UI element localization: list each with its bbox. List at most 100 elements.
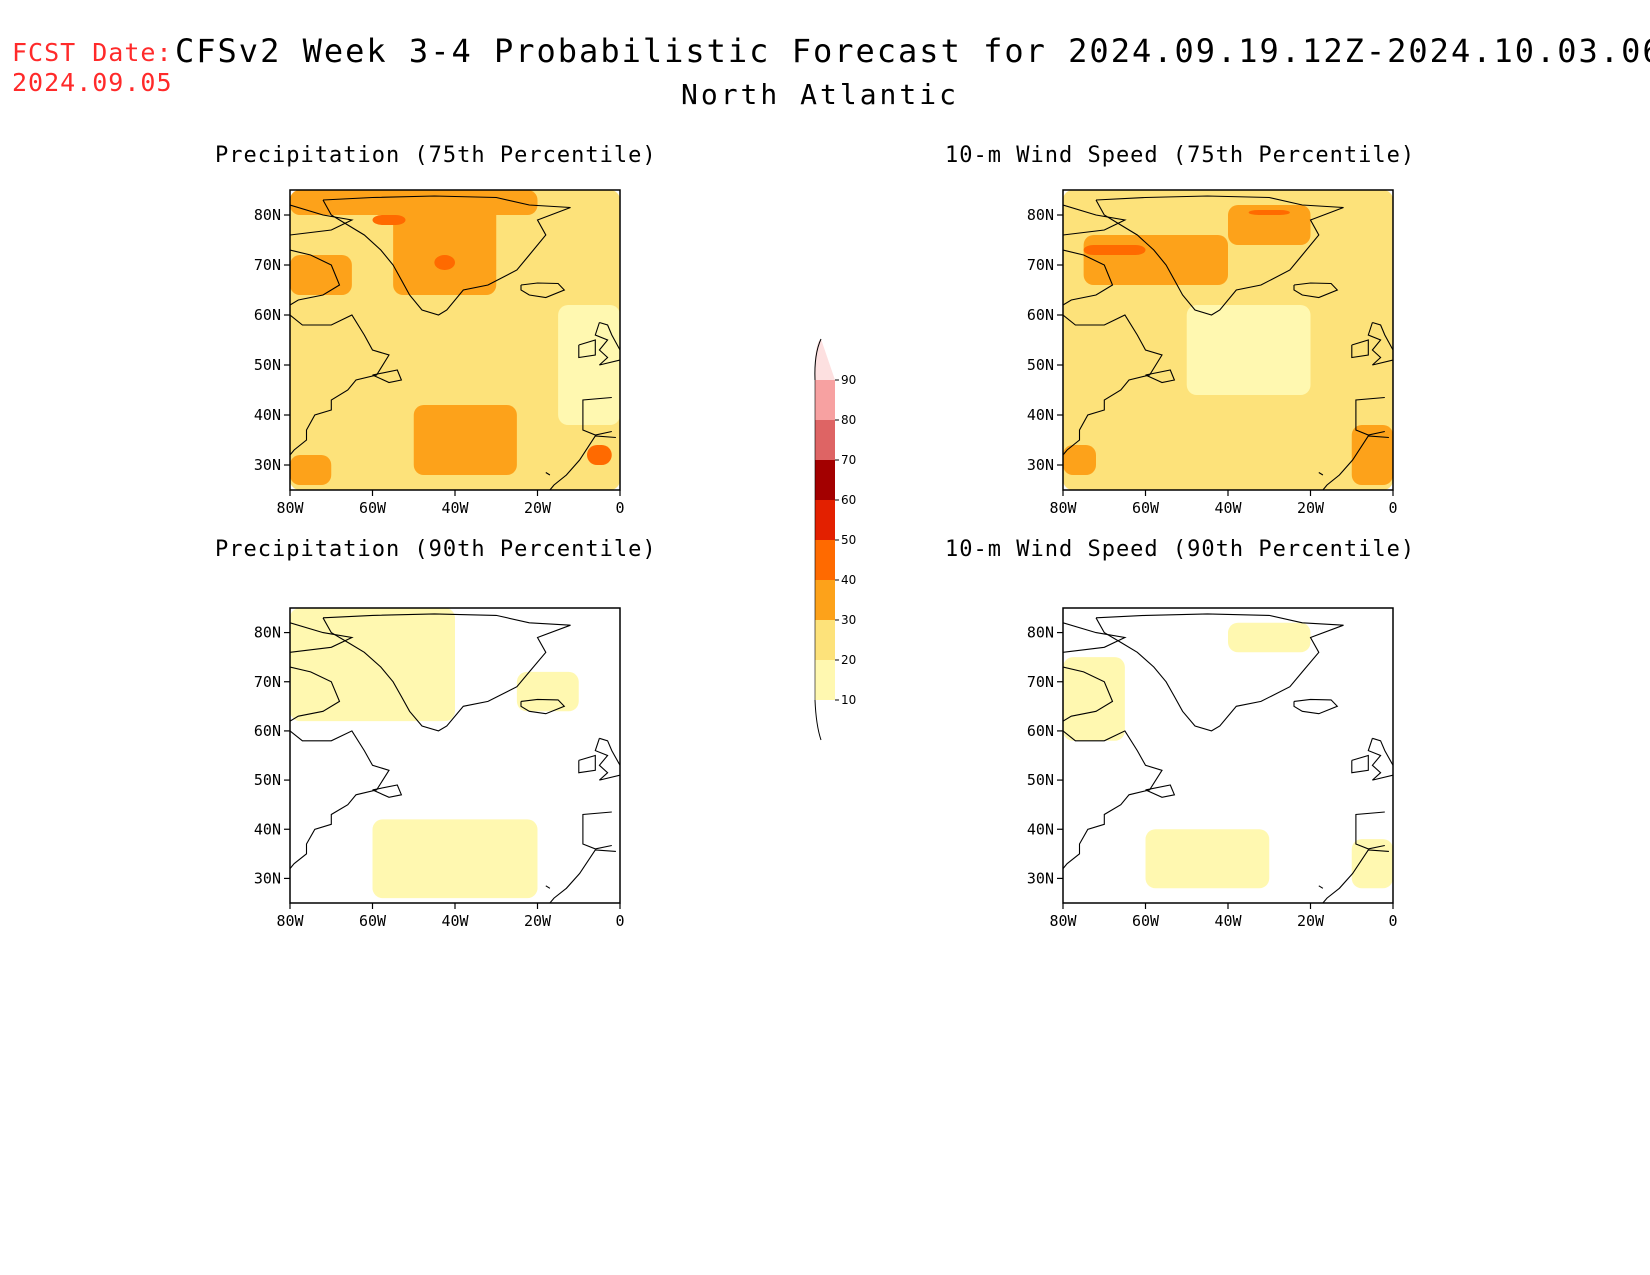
coastline <box>545 472 551 476</box>
probability-region <box>1186 681 1352 810</box>
probability-region <box>1186 305 1311 395</box>
lon-tick-label: 80W <box>276 912 304 930</box>
probability-region <box>1063 657 1125 741</box>
lon-tick-label: 40W <box>441 499 469 517</box>
lon-tick-label: 20W <box>1297 499 1325 517</box>
colorbar-segment <box>815 500 835 540</box>
colorbar-label: 90 <box>841 373 856 387</box>
lat-tick-label: 30N <box>1027 456 1054 474</box>
shading-layer <box>1063 608 1393 903</box>
lat-tick-label: 50N <box>254 771 281 789</box>
probability-region <box>290 455 332 485</box>
coastline <box>594 737 620 781</box>
probability-region <box>434 721 538 781</box>
coastline <box>594 321 620 366</box>
colorbar-label: 30 <box>841 613 856 627</box>
lon-tick-label: 0 <box>615 499 624 517</box>
coastline-layer <box>290 613 620 903</box>
coastline <box>1322 435 1389 490</box>
panel-title-precip-75: Precipitation (75th Percentile) <box>215 143 657 168</box>
map-panel-3: 80N 70N 60N 50N 40N 30N 80W 60W 40W 20W 0 <box>254 607 625 930</box>
colorbar-segment <box>815 420 835 460</box>
probability-region <box>1145 829 1270 889</box>
lat-tick-label: 50N <box>1027 356 1054 374</box>
coastline <box>322 613 571 732</box>
coastline <box>1063 204 1127 236</box>
colorbar-segment <box>815 339 835 380</box>
colorbar-segment <box>815 620 835 660</box>
coastline <box>520 698 566 715</box>
probability-region <box>516 671 579 712</box>
lat-tick-label: 80N <box>254 206 281 224</box>
lat-tick-label: 50N <box>254 356 281 374</box>
coastline <box>1367 321 1393 366</box>
colorbar-segment <box>815 380 835 420</box>
coastline <box>1355 811 1385 850</box>
lat-tick-label: 40N <box>1027 406 1054 424</box>
coastline-layer <box>290 195 620 490</box>
probability-region <box>290 190 538 215</box>
lat-tick-label: 70N <box>1027 256 1054 274</box>
probability-region <box>1228 205 1311 245</box>
coastline <box>290 249 341 306</box>
map-panel-2: 80N 70N 60N 50N 40N 30N 80W 60W 40W 20W 0 <box>1027 189 1398 517</box>
probability-region <box>1083 235 1228 285</box>
coastline <box>1095 195 1344 316</box>
probability-region <box>290 255 352 295</box>
lat-tick-label: 30N <box>1027 869 1054 887</box>
coastline <box>582 811 612 850</box>
lat-tick-label: 60N <box>1027 306 1054 324</box>
probability-region <box>1351 425 1393 485</box>
lon-tick-label: 40W <box>1214 499 1242 517</box>
lat-tick-label: 70N <box>1027 673 1054 691</box>
lat-tick-label: 80N <box>1027 206 1054 224</box>
panel-title-wind-90: 10-m Wind Speed (90th Percentile) <box>945 537 1416 562</box>
coastline <box>1367 737 1393 781</box>
probability-region <box>290 608 455 722</box>
lat-tick-label: 70N <box>254 256 281 274</box>
coastline <box>1063 666 1114 722</box>
lat-tick-label: 40N <box>1027 820 1054 838</box>
colorbar-segment <box>815 460 835 500</box>
coastline <box>549 435 616 490</box>
coastline <box>1351 339 1369 359</box>
panel-title-wind-75: 10-m Wind Speed (75th Percentile) <box>945 143 1416 168</box>
probability-region <box>1248 210 1290 215</box>
colorbar-label: 10 <box>841 693 856 707</box>
shading-layer <box>1063 190 1393 490</box>
coastline <box>1351 754 1369 774</box>
probability-region <box>434 255 455 270</box>
forecast-date: FCST Date: 2024.09.05 <box>12 38 173 98</box>
lon-tick-label: 20W <box>1297 912 1325 930</box>
lon-tick-label: 40W <box>441 912 469 930</box>
map-panel-4: 80N 70N 60N 50N 40N 30N 80W 60W 40W 20W 0 <box>1027 607 1398 930</box>
colorbar-label: 20 <box>841 653 856 667</box>
coastline <box>549 849 616 903</box>
colorbar-segment <box>815 660 835 700</box>
colorbar-segment <box>815 580 835 620</box>
panel-title-precip-90: Precipitation (90th Percentile) <box>215 537 657 562</box>
colorbar: 10 20 30 40 50 60 70 80 90 <box>814 338 856 741</box>
coastline <box>578 754 596 774</box>
lat-tick-label: 80N <box>1027 624 1054 642</box>
lon-tick-label: 60W <box>359 499 387 517</box>
coastline <box>290 204 354 236</box>
coastline <box>1145 369 1176 384</box>
coastline <box>578 339 596 359</box>
probability-region <box>393 205 497 295</box>
probability-region <box>1063 445 1096 475</box>
colorbar-top-cap <box>814 338 822 381</box>
coastline <box>545 885 551 889</box>
coastline <box>1063 249 1114 306</box>
probability-region <box>290 190 620 490</box>
probability-region <box>587 445 612 465</box>
coastline <box>520 282 566 299</box>
coastline <box>1293 698 1339 715</box>
lon-tick-label: 80W <box>1049 499 1077 517</box>
page-title: CFSv2 Week 3-4 Probabilistic Forecast fo… <box>175 32 1650 70</box>
probability-region <box>372 215 406 225</box>
coastline <box>1318 472 1324 476</box>
probability-region <box>290 740 373 840</box>
probability-region <box>1228 622 1311 653</box>
